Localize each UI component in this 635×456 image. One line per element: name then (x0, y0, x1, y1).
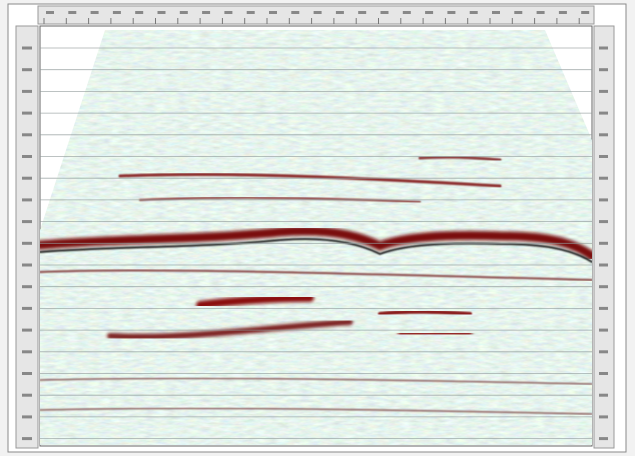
tick-label-block (358, 11, 366, 14)
tick-label-block (599, 285, 608, 288)
tick-label-block (447, 11, 455, 14)
tick-label-block (599, 242, 608, 245)
tick-label-block (158, 11, 166, 14)
tick-label-block (599, 264, 608, 267)
reflector (380, 312, 470, 314)
tick-label-block (599, 415, 608, 418)
tick-label-block (492, 11, 500, 14)
tick-label-block (113, 11, 121, 14)
tick-label-block (599, 47, 608, 50)
tick-label-block (599, 68, 608, 71)
tick-label-block (247, 11, 255, 14)
top-ruler (38, 6, 594, 24)
tick-label-block (581, 11, 589, 14)
tick-label-block (22, 329, 32, 332)
tick-label-block (22, 133, 32, 136)
right-ruler (594, 26, 614, 448)
tick-label-block (46, 11, 54, 14)
seismic-data (40, 26, 592, 446)
tick-label-block (599, 307, 608, 310)
tick-label-block (202, 11, 210, 14)
tick-label-block (514, 11, 522, 14)
tick-label-block (22, 350, 32, 353)
tick-label-block (599, 394, 608, 397)
tick-label-block (336, 11, 344, 14)
left-ruler (16, 26, 38, 448)
tick-label-block (269, 11, 277, 14)
tick-label-block (22, 112, 32, 115)
tick-label-block (599, 155, 608, 158)
tick-label-block (22, 242, 32, 245)
tick-label-block (180, 11, 188, 14)
tick-label-block (22, 415, 32, 418)
tick-label-block (537, 11, 545, 14)
tick-label-block (22, 307, 32, 310)
tick-label-block (22, 372, 32, 375)
tick-label-block (314, 11, 322, 14)
tick-label-block (224, 11, 232, 14)
tick-label-block (381, 11, 389, 14)
tick-label-block (68, 11, 76, 14)
tick-label-block (22, 90, 32, 93)
tick-label-block (599, 133, 608, 136)
page: (() => { const ns = 'http://www.w3.org/2… (0, 0, 635, 456)
tick-label-block (599, 437, 608, 440)
tick-label-block (22, 394, 32, 397)
tick-label-block (403, 11, 411, 14)
tick-label-block (559, 11, 567, 14)
tick-label-block (291, 11, 299, 14)
tick-label-block (425, 11, 433, 14)
tick-label-block (22, 155, 32, 158)
tick-label-block (599, 90, 608, 93)
tick-label-block (22, 47, 32, 50)
tick-label-block (599, 372, 608, 375)
tick-label-block (599, 350, 608, 353)
tick-label-block (599, 177, 608, 180)
tick-label-block (22, 198, 32, 201)
tick-label-block (599, 112, 608, 115)
tick-label-block (22, 220, 32, 223)
tick-label-block (22, 437, 32, 440)
reflector (400, 333, 470, 334)
tick-label-block (470, 11, 478, 14)
tick-label-block (22, 68, 32, 71)
tick-label-block (135, 11, 143, 14)
tick-label-block (91, 11, 99, 14)
seismic-screenshot (0, 0, 635, 456)
tick-label-block (599, 329, 608, 332)
tick-label-block (599, 198, 608, 201)
tick-label-block (599, 220, 608, 223)
tick-label-block (22, 285, 32, 288)
tick-label-block (22, 177, 32, 180)
tick-label-block (22, 264, 32, 267)
